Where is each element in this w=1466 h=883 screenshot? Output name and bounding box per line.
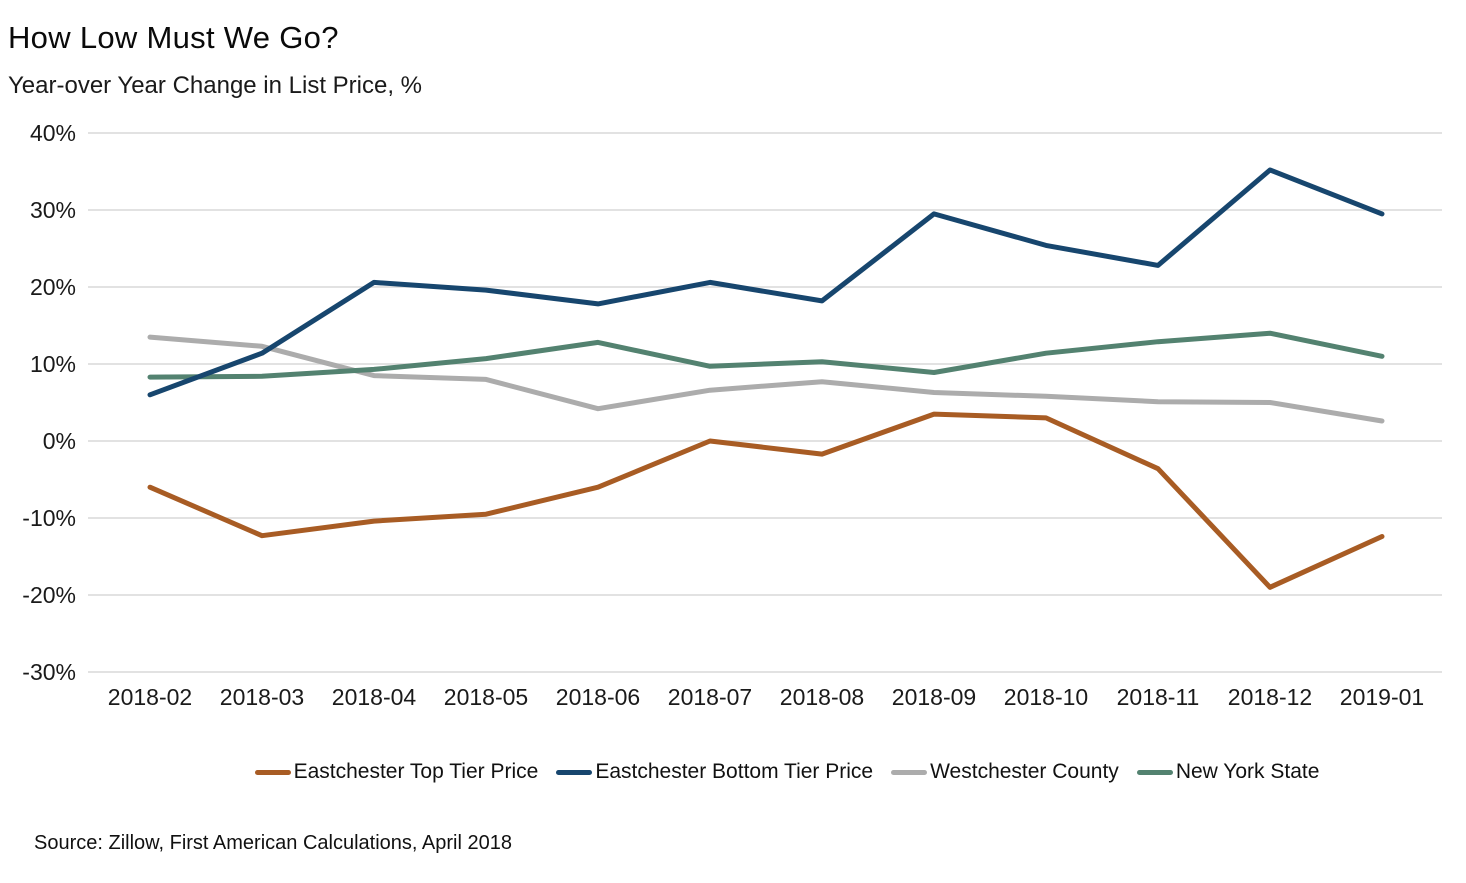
- legend-swatch-icon: [1136, 769, 1173, 775]
- legend-label: Eastchester Bottom Tier Price: [595, 760, 874, 783]
- x-tick-label: 2019-01: [1340, 684, 1424, 710]
- y-tick-label: -30%: [22, 659, 76, 685]
- x-tick-label: 2018-06: [556, 684, 640, 710]
- x-tick-label: 2018-07: [668, 684, 752, 710]
- legend-swatch-icon: [556, 769, 593, 775]
- legend-label: Eastchester Top Tier Price: [293, 760, 539, 783]
- x-tick-label: 2018-04: [332, 684, 417, 710]
- x-tick-label: 2018-02: [108, 684, 192, 710]
- chart-subtitle: Year-over Year Change in List Price, %: [8, 72, 423, 99]
- series-line-2: [147, 334, 1385, 424]
- legend-label: Westchester County: [930, 760, 1119, 783]
- series-line-1: [147, 167, 1385, 398]
- legend-item-2: Westchester County: [891, 760, 1119, 784]
- x-tick-label: 2018-03: [220, 684, 304, 710]
- legend-label: New York State: [1175, 760, 1320, 783]
- series-line-3: [147, 330, 1385, 380]
- series-line-0: [147, 411, 1385, 590]
- chart-legend: Eastchester Top Tier Price Eastchester Bo…: [120, 755, 1454, 789]
- line-chart: 40% 30% 20% 10% 0% -10% -20% -30% 2018-02 2018-03…: [22, 120, 1442, 710]
- legend-item-1: Eastchester Bottom Tier Price: [556, 760, 873, 784]
- source-note: Source: Zillow, First American Calculati…: [34, 832, 512, 854]
- x-tick-label: 2018-12: [1228, 684, 1312, 710]
- y-tick-label: 20%: [30, 274, 76, 300]
- chart-title: How Low Must We Go?: [8, 20, 339, 55]
- y-tick-label: 30%: [30, 197, 76, 223]
- legend-item-3: New York State: [1136, 760, 1320, 784]
- legend-item-0: Eastchester Top Tier Price: [254, 760, 539, 784]
- x-tick-label: 2018-11: [1117, 684, 1200, 710]
- y-tick-label: 0%: [43, 428, 76, 454]
- x-tick-label: 2018-08: [780, 684, 864, 710]
- legend-swatch-icon: [891, 769, 928, 775]
- x-tick-label: 2018-05: [444, 684, 528, 710]
- y-tick-label: -10%: [22, 505, 76, 531]
- x-tick-label: 2018-10: [1004, 684, 1088, 710]
- y-tick-label: -20%: [22, 582, 76, 608]
- y-tick-label: 40%: [30, 120, 76, 146]
- x-tick-label: 2018-09: [892, 684, 976, 710]
- y-tick-label: 10%: [30, 351, 76, 377]
- legend-swatch-icon: [254, 769, 291, 775]
